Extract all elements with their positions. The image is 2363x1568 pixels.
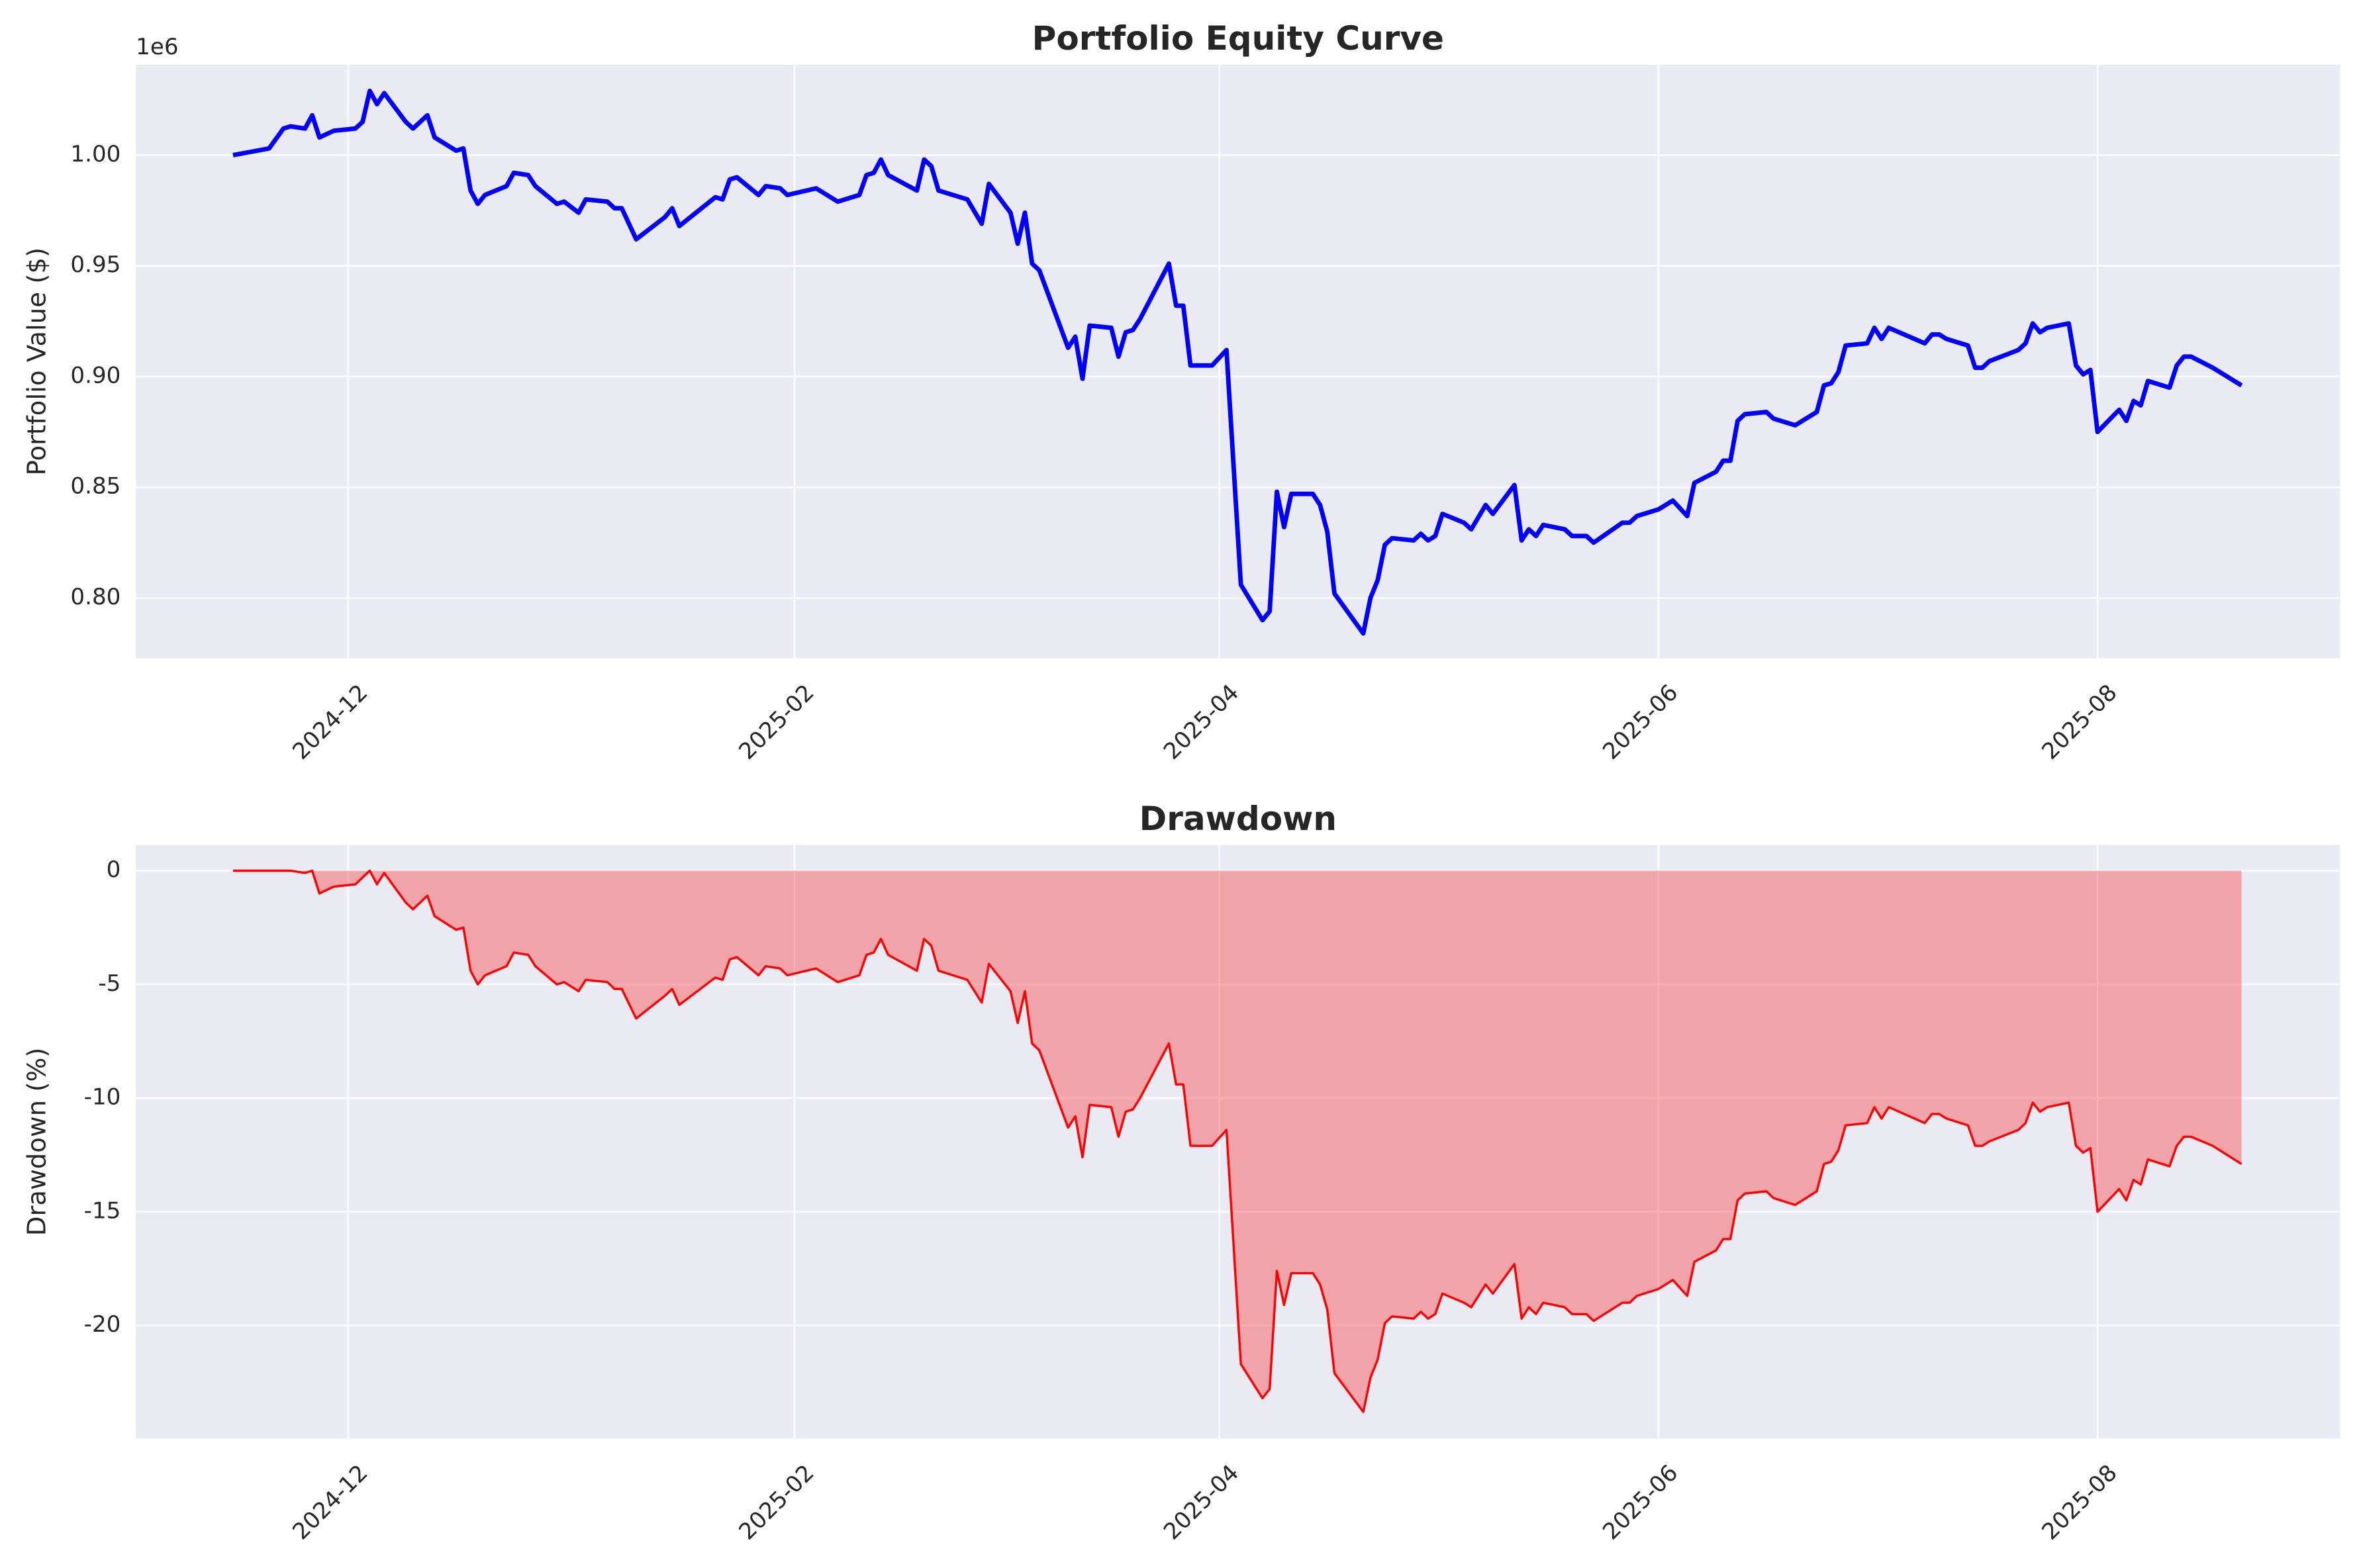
chart-title: Drawdown (1139, 800, 1337, 838)
y-tick-label: 0.80 (70, 584, 121, 610)
y-tick-label: 1.00 (70, 141, 121, 167)
x-tick-label: 2025-02 (734, 1459, 819, 1545)
y-axis-label: Portfolio Value ($) (23, 248, 52, 476)
x-tick-label: 2025-06 (1598, 680, 1683, 765)
drawdown-area (232, 870, 2242, 1412)
y-tick-label: -15 (84, 1197, 121, 1224)
offset-label: 1e6 (136, 34, 178, 60)
x-tick-label: 2025-02 (734, 680, 819, 765)
x-tick-label: 2025-08 (2037, 1459, 2123, 1545)
equity-line (232, 88, 2243, 636)
y-axis-label: Drawdown (%) (23, 1048, 52, 1236)
y-tick-label: 0.90 (70, 362, 121, 389)
x-tick-label: 2025-06 (1598, 1459, 1683, 1545)
drawdown-line (232, 869, 2242, 1413)
x-tick-label: 2025-08 (2037, 680, 2123, 765)
y-tick-label: -5 (98, 970, 121, 997)
y-tick-label: 0 (107, 856, 121, 883)
x-tick-label: 2025-04 (1159, 680, 1244, 765)
x-tick-label: 2025-04 (1159, 1459, 1244, 1545)
chart-title: Portfolio Equity Curve (1032, 19, 1444, 58)
y-tick-label: 0.85 (70, 473, 121, 500)
y-tick-label: 0.95 (70, 252, 121, 278)
y-tick-label: -10 (84, 1084, 121, 1111)
y-tick-label: -20 (84, 1311, 121, 1338)
x-tick-label: 2024-12 (287, 1459, 373, 1545)
x-tick-label: 2024-12 (287, 680, 373, 765)
